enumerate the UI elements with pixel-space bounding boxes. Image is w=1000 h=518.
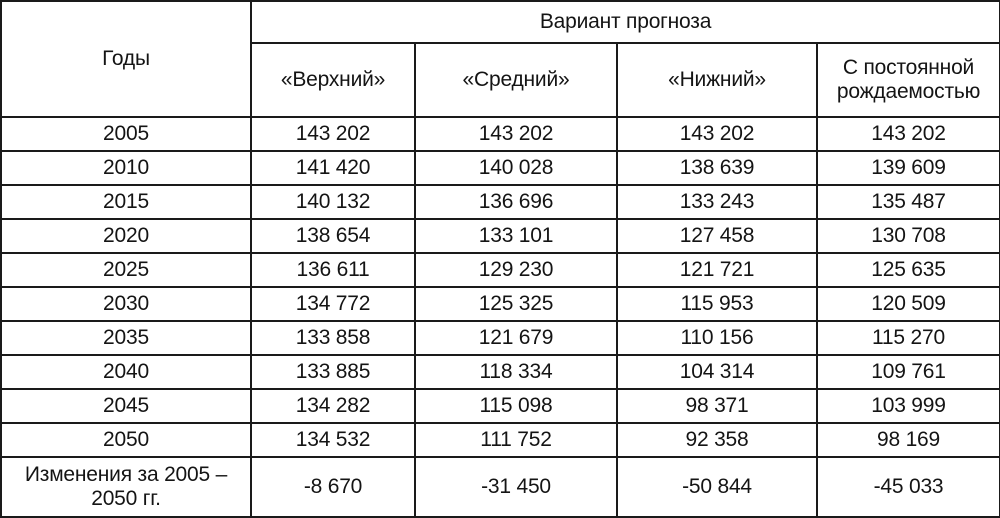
year-cell: 2040 (0, 354, 252, 390)
value-cell: 133 101 (414, 218, 618, 254)
value-cell: 115 270 (816, 320, 1000, 356)
value-cell: 104 314 (616, 354, 818, 390)
year-cell: 2025 (0, 252, 252, 288)
value-cell: 129 230 (414, 252, 618, 288)
year-cell: 2020 (0, 218, 252, 254)
value-cell: 134 282 (250, 388, 416, 424)
value-cell: 133 885 (250, 354, 416, 390)
variant-group-header: Вариант прогноза (250, 0, 1000, 44)
value-cell: 143 202 (414, 116, 618, 152)
variant-header-constant-fertility: С постоянной рождаемостью (816, 42, 1000, 118)
year-cell: 2045 (0, 388, 252, 424)
year-cell: 2010 (0, 150, 252, 186)
variant-header-upper: «Верхний» (250, 42, 416, 118)
value-cell: 98 169 (816, 422, 1000, 458)
header-row-2: «Верхний» «Средний» «Нижний» С постоянно… (1, 42, 1000, 118)
value-cell: 111 752 (414, 422, 618, 458)
value-cell: 143 202 (250, 116, 416, 152)
year-cell: 2030 (0, 286, 252, 322)
variant-header-medium: «Средний» (414, 42, 618, 118)
change-value-constant-fertility: -45 033 (816, 456, 1000, 518)
value-cell: 141 420 (250, 150, 416, 186)
value-cell: 139 609 (816, 150, 1000, 186)
change-value-medium: -31 450 (414, 456, 618, 518)
variant-header-lower: «Нижний» (616, 42, 818, 118)
value-cell: 110 156 (616, 320, 818, 356)
year-cell: 2005 (0, 116, 252, 152)
table-row: 2040 133 885 118 334 104 314 109 761 (0, 354, 1000, 390)
value-cell: 121 721 (616, 252, 818, 288)
value-cell: 130 708 (816, 218, 1000, 254)
years-header: Годы (0, 0, 252, 118)
table-row: 2015 140 132 136 696 133 243 135 487 (0, 184, 1000, 220)
value-cell: 140 028 (414, 150, 618, 186)
value-cell: 115 953 (616, 286, 818, 322)
table-row: 2030 134 772 125 325 115 953 120 509 (0, 286, 1000, 322)
value-cell: 120 509 (816, 286, 1000, 322)
footer-row: Изменения за 2005 – 2050 гг. -8 670 -31 … (0, 456, 1000, 518)
value-cell: 136 611 (250, 252, 416, 288)
change-label: Изменения за 2005 – 2050 гг. (0, 456, 252, 518)
table-row: 2050 134 532 111 752 92 358 98 169 (0, 422, 1000, 458)
value-cell: 134 532 (250, 422, 416, 458)
value-cell: 138 639 (616, 150, 818, 186)
value-cell: 109 761 (816, 354, 1000, 390)
value-cell: 127 458 (616, 218, 818, 254)
year-cell: 2035 (0, 320, 252, 356)
value-cell: 125 325 (414, 286, 618, 322)
value-cell: 136 696 (414, 184, 618, 220)
value-cell: 92 358 (616, 422, 818, 458)
table-row: 2025 136 611 129 230 121 721 125 635 (0, 252, 1000, 288)
value-cell: 143 202 (616, 116, 818, 152)
value-cell: 121 679 (414, 320, 618, 356)
value-cell: 125 635 (816, 252, 1000, 288)
change-value-upper: -8 670 (250, 456, 416, 518)
value-cell: 133 858 (250, 320, 416, 356)
value-cell: 134 772 (250, 286, 416, 322)
value-cell: 143 202 (816, 116, 1000, 152)
value-cell: 140 132 (250, 184, 416, 220)
year-cell: 2050 (0, 422, 252, 458)
table-row: 2005 143 202 143 202 143 202 143 202 (0, 116, 1000, 152)
value-cell: 135 487 (816, 184, 1000, 220)
year-cell: 2015 (0, 184, 252, 220)
header-row-1: Годы Вариант прогноза (0, 0, 1000, 118)
value-cell: 115 098 (414, 388, 618, 424)
value-cell: 98 371 (616, 388, 818, 424)
value-cell: 118 334 (414, 354, 618, 390)
table-row: 2035 133 858 121 679 110 156 115 270 (0, 320, 1000, 356)
table-row: 2045 134 282 115 098 98 371 103 999 (0, 388, 1000, 424)
table-row: 2010 141 420 140 028 138 639 139 609 (0, 150, 1000, 186)
change-value-lower: -50 844 (616, 456, 818, 518)
value-cell: 133 243 (616, 184, 818, 220)
table-row: 2020 138 654 133 101 127 458 130 708 (0, 218, 1000, 254)
value-cell: 138 654 (250, 218, 416, 254)
value-cell: 103 999 (816, 388, 1000, 424)
